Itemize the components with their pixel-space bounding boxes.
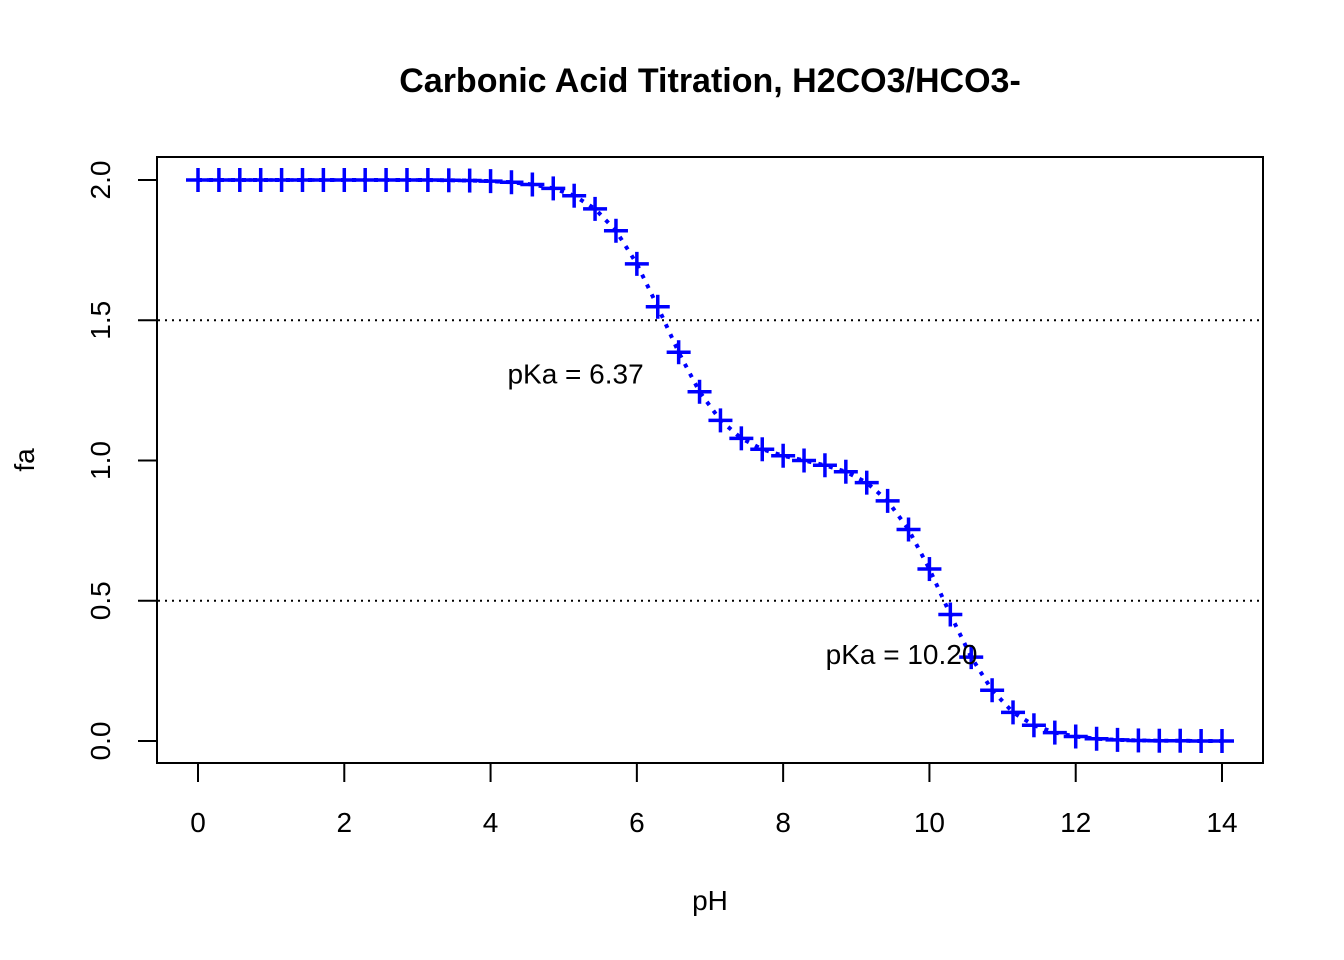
data-point-marker xyxy=(499,170,524,195)
annotations: pKa = 6.37 pKa = 10.20 xyxy=(507,359,977,670)
data-point-marker xyxy=(1168,728,1193,753)
data-point-marker xyxy=(854,470,879,495)
plot-frame xyxy=(156,156,1264,764)
series-line xyxy=(198,178,1222,743)
data-point-marker xyxy=(771,443,796,468)
x-axis-label: pH xyxy=(692,885,728,916)
data-point-marker xyxy=(1042,720,1067,745)
data-point-marker xyxy=(645,294,670,319)
y-tick-label: 1.0 xyxy=(85,441,116,480)
data-point-marker xyxy=(750,437,775,462)
data-point-marker xyxy=(353,168,378,192)
x-tick-label: 8 xyxy=(775,807,791,838)
data-point-marker xyxy=(1105,727,1130,752)
y-axis: 0.0 0.5 1.0 1.5 2.0 xyxy=(85,161,158,761)
x-axis: 0 2 4 6 8 10 12 14 xyxy=(190,762,1238,838)
data-point-marker xyxy=(332,168,357,192)
data-point-marker xyxy=(812,453,837,478)
data-point-marker xyxy=(1126,728,1151,753)
data-point-marker xyxy=(708,408,733,433)
data-point-marker xyxy=(227,168,252,192)
data-point-marker xyxy=(415,168,440,192)
x-tick-label: 14 xyxy=(1206,807,1237,838)
data-point-marker xyxy=(917,557,942,582)
data-point-marker xyxy=(833,459,858,484)
x-tick-label: 2 xyxy=(336,807,352,838)
x-tick-label: 10 xyxy=(914,807,945,838)
y-axis-label: fa xyxy=(9,448,40,472)
x-tick-label: 6 xyxy=(629,807,645,838)
data-point-marker xyxy=(394,168,419,192)
data-point-marker xyxy=(248,168,273,192)
data-point-marker xyxy=(269,168,294,192)
data-point-marker xyxy=(624,251,649,276)
data-point-marker xyxy=(1210,729,1234,753)
data-point-marker xyxy=(980,678,1005,703)
reference-lines xyxy=(158,319,1262,602)
y-tick-label: 0.0 xyxy=(85,722,116,761)
data-point-marker xyxy=(875,488,900,513)
data-point-marker xyxy=(520,172,545,197)
data-point-marker xyxy=(311,168,336,192)
data-point-marker xyxy=(478,169,503,194)
x-tick-label: 4 xyxy=(483,807,499,838)
data-point-marker xyxy=(687,379,712,404)
data-point-marker xyxy=(583,196,608,221)
data-point-marker xyxy=(938,602,963,627)
data-point-marker xyxy=(1189,729,1214,753)
chart-title: Carbonic Acid Titration, H2CO3/HCO3- xyxy=(399,62,1021,100)
data-point-marker xyxy=(792,448,817,473)
data-point-marker xyxy=(959,645,984,670)
data-point-marker xyxy=(1084,726,1109,751)
x-tick-label: 12 xyxy=(1060,807,1091,838)
pka-annotation: pKa = 6.37 xyxy=(507,359,643,390)
data-point-marker xyxy=(1001,700,1026,725)
x-tick-label: 0 xyxy=(190,807,206,838)
data-point-marker xyxy=(436,168,461,193)
y-tick-label: 1.5 xyxy=(85,301,116,340)
pka-annotation: pKa = 10.20 xyxy=(826,639,978,670)
data-point-marker xyxy=(562,183,587,208)
data-point-marker xyxy=(457,168,482,193)
data-point-marker xyxy=(541,176,566,201)
series-fa xyxy=(186,168,1234,753)
data-point-marker xyxy=(1063,724,1088,749)
data-point-marker xyxy=(290,168,315,192)
data-point-marker xyxy=(729,426,754,451)
data-point-marker xyxy=(1021,713,1046,738)
data-point-marker xyxy=(666,340,691,365)
y-tick-label: 0.5 xyxy=(85,581,116,620)
data-point-marker xyxy=(186,168,210,192)
data-point-marker xyxy=(1147,728,1172,753)
data-point-marker xyxy=(374,168,399,192)
data-point-marker xyxy=(206,168,231,192)
data-point-marker xyxy=(896,517,921,542)
y-tick-label: 2.0 xyxy=(85,161,116,200)
data-point-marker xyxy=(603,218,628,243)
